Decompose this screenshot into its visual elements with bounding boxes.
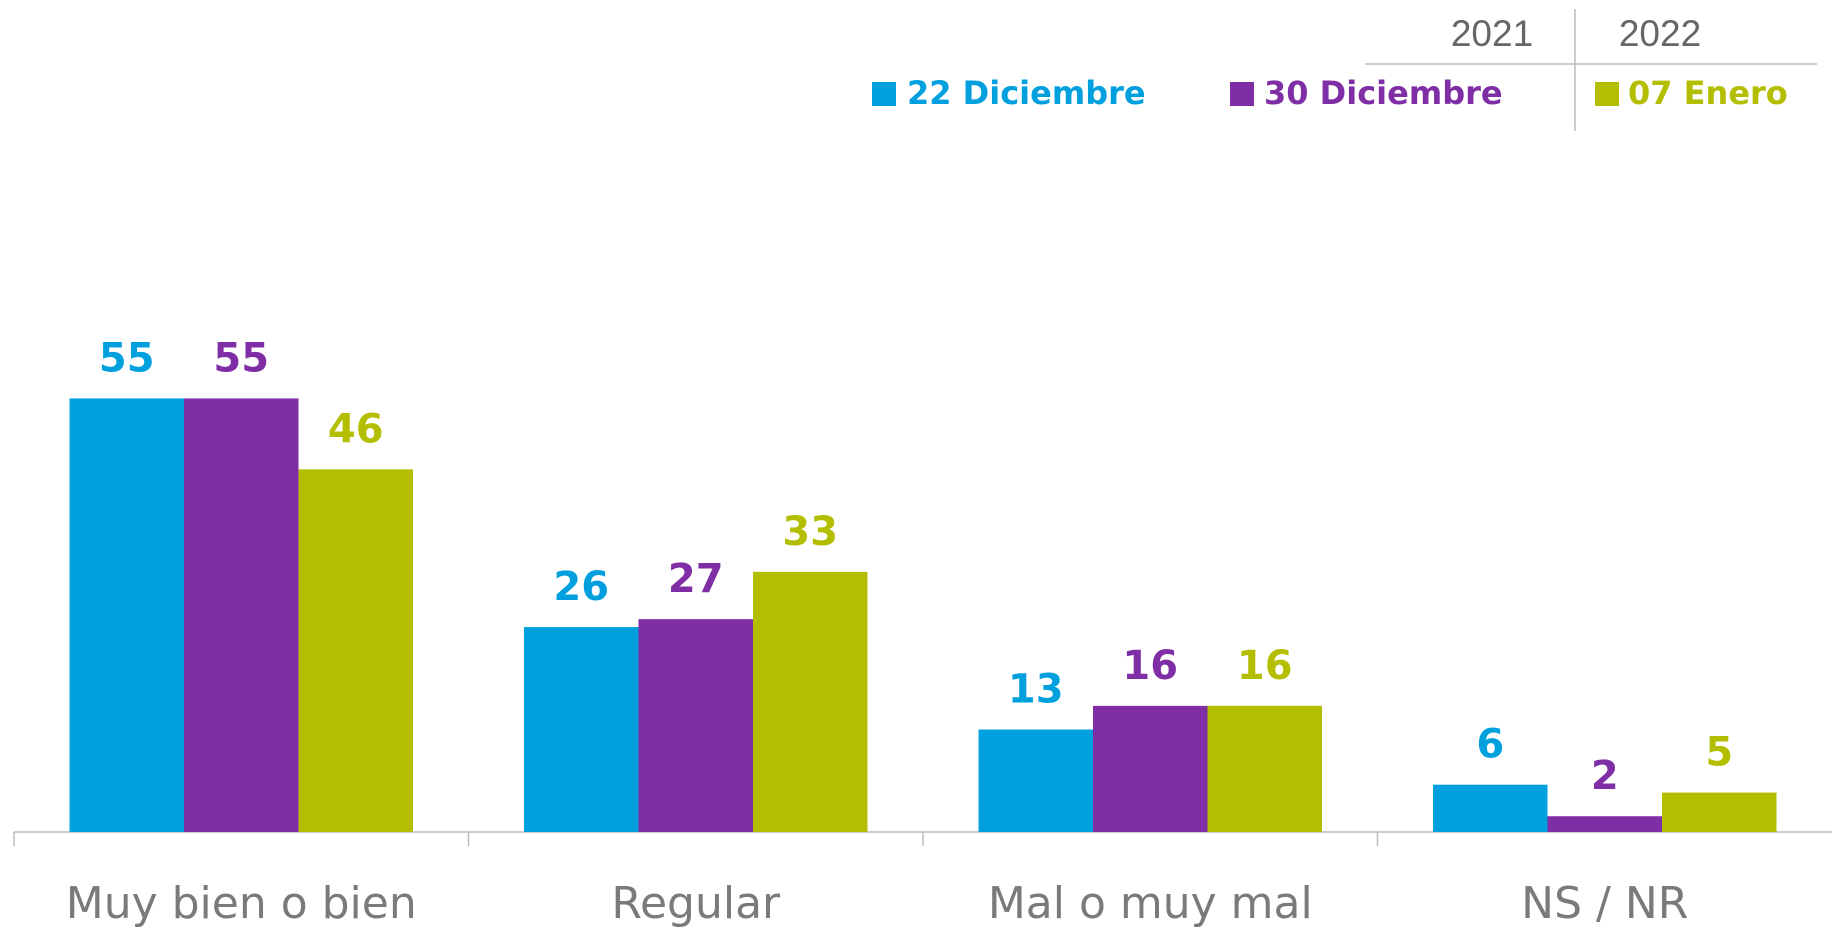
bar [184, 398, 299, 832]
bar [1547, 816, 1662, 832]
legend-swatch [1230, 82, 1254, 106]
legend-label: 22 Diciembre [907, 74, 1146, 112]
legend-label: 30 Diciembre [1264, 74, 1503, 112]
bar [1093, 705, 1208, 832]
data-label: 2 [1591, 753, 1619, 799]
bar [1207, 705, 1322, 832]
data-label: 46 [328, 406, 384, 452]
bar [524, 627, 639, 832]
legend-swatch [1595, 82, 1619, 106]
bar [753, 571, 868, 832]
bar [1662, 792, 1777, 832]
bar [69, 398, 184, 832]
data-label: 6 [1476, 722, 1504, 768]
bar [638, 619, 753, 832]
x-tick-label: Regular [611, 878, 781, 929]
data-label: 27 [668, 556, 724, 602]
x-tick-label: Mal o muy mal [988, 878, 1313, 929]
legend-year: 2022 [1619, 13, 1701, 54]
x-tick-label: Muy bien o bien [66, 878, 417, 929]
data-label: 16 [1237, 643, 1293, 689]
legend-year: 2021 [1451, 13, 1533, 54]
bar [978, 729, 1093, 832]
bar [1433, 784, 1548, 832]
data-label: 33 [782, 509, 838, 555]
data-label: 26 [553, 564, 609, 610]
legend-label: 07 Enero [1628, 74, 1788, 112]
bar [298, 469, 413, 832]
data-label: 55 [213, 335, 269, 381]
x-tick-label: NS / NR [1521, 878, 1688, 929]
data-label: 55 [99, 335, 155, 381]
data-label: 5 [1705, 730, 1733, 776]
data-label: 16 [1122, 643, 1178, 689]
data-label: 13 [1008, 667, 1064, 713]
legend-swatch [872, 82, 896, 106]
